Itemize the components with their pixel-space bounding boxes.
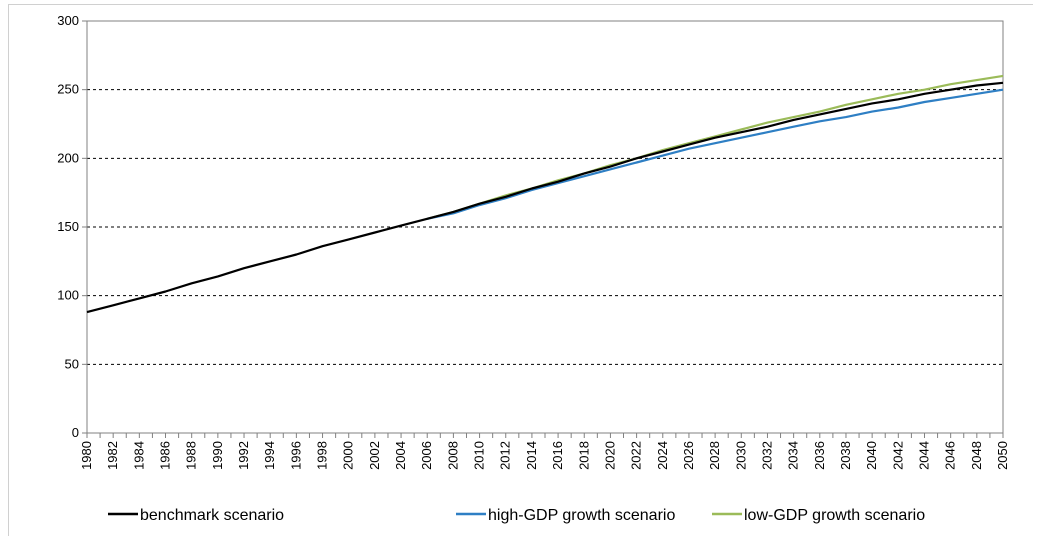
x-tick-label: 2040 <box>864 441 879 470</box>
legend-label-2: low-GDP growth scenario <box>744 507 925 524</box>
y-tick-label: 0 <box>72 425 79 440</box>
x-tick-label: 2038 <box>838 441 853 470</box>
x-tick-label: 1994 <box>262 441 277 470</box>
x-tick-label: 2004 <box>393 441 408 470</box>
x-tick-label: 2018 <box>576 441 591 470</box>
chart-frame <box>8 4 1033 536</box>
x-tick-label: 2002 <box>367 441 382 470</box>
axes-layer: 0 50 100 150 200 250 300 1980 1982 1984 1986 1988 19… <box>57 13 1010 470</box>
x-tick-label: 1996 <box>288 441 303 470</box>
x-tick-label: 2028 <box>707 441 722 470</box>
x-tick-label: 2012 <box>498 441 513 470</box>
x-tick-label: 1988 <box>184 441 199 470</box>
x-tick-label: 1992 <box>236 441 251 470</box>
x-tick-label: 2020 <box>602 441 617 470</box>
x-tick-label: 2046 <box>943 441 958 470</box>
legend: benchmark scenario high-GDP growth scenar… <box>108 507 925 524</box>
x-tick-label: 2026 <box>681 441 696 470</box>
x-tick-label: 2016 <box>550 441 565 470</box>
x-tick-label: 2022 <box>629 441 644 470</box>
x-tick-label: 1998 <box>315 441 330 470</box>
x-tick-label: 2006 <box>419 441 434 470</box>
x-tick-label: 2050 <box>995 441 1010 470</box>
x-tick-label: 2008 <box>445 441 460 470</box>
x-tick-label: 2042 <box>890 441 905 470</box>
y-tick-label: 300 <box>57 13 79 28</box>
y-tick-label: 100 <box>57 288 79 303</box>
x-tick-label: 2014 <box>524 441 539 470</box>
series-line-2 <box>426 74 1004 220</box>
legend-label-1: high-GDP growth scenario <box>488 507 675 524</box>
x-tick-label: 2024 <box>655 441 670 470</box>
series-layer <box>86 74 1004 314</box>
y-tick-label: 50 <box>65 356 79 371</box>
legend-label-0: benchmark scenario <box>140 507 284 524</box>
series-line-1 <box>426 88 1004 220</box>
grid-layer <box>87 89 1003 365</box>
y-tick-label: 200 <box>57 150 79 165</box>
x-tick-label: 2032 <box>759 441 774 470</box>
x-tick-label: 2030 <box>733 441 748 470</box>
x-tick-label: 1982 <box>105 441 120 470</box>
x-tick-label: 2000 <box>341 441 356 470</box>
x-tick-label: 1984 <box>131 441 146 470</box>
x-tick-label: 1990 <box>210 441 225 470</box>
x-tick-label: 1980 <box>79 441 94 470</box>
x-tick-label: 2048 <box>969 441 984 470</box>
x-tick-label: 2034 <box>786 441 801 470</box>
series-line-0 <box>86 81 1004 314</box>
x-tick-label: 2010 <box>472 441 487 470</box>
x-tick-label: 2036 <box>812 441 827 470</box>
y-tick-label: 150 <box>57 219 79 234</box>
x-tick-label: 2044 <box>916 441 931 470</box>
x-tick-label: 1986 <box>158 441 173 470</box>
y-tick-label: 250 <box>57 82 79 97</box>
